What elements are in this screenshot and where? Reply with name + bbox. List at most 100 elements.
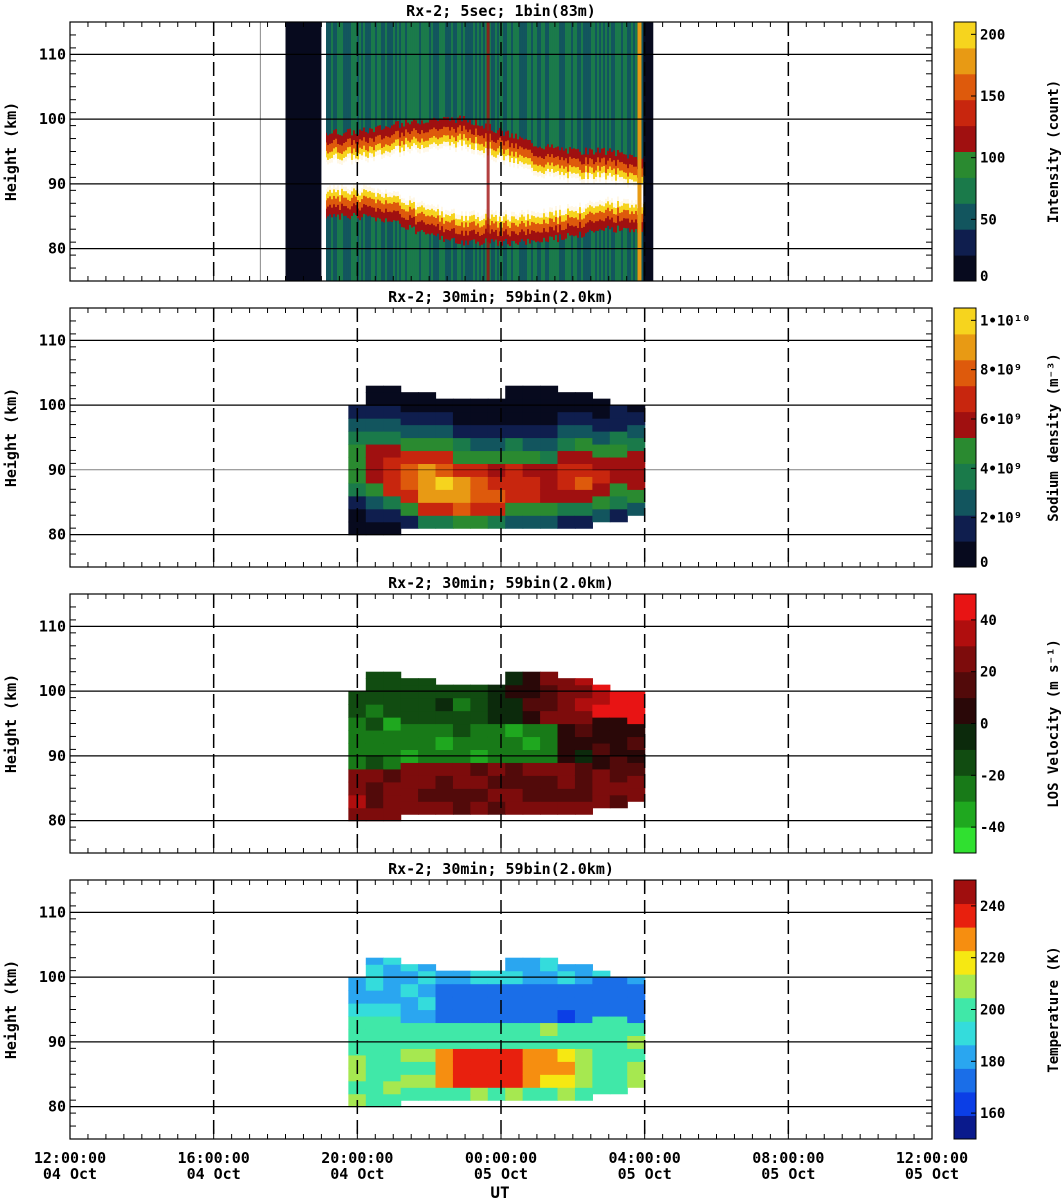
plot-area-1: [259, 22, 654, 281]
heat-cell: [592, 1067, 611, 1082]
heat-cell: [452, 723, 471, 738]
heat-cell: [574, 1074, 593, 1088]
heat-cell: [592, 443, 611, 458]
heat-cell: [400, 424, 419, 439]
heat-cell: [435, 710, 454, 725]
heat-cell: [592, 482, 611, 497]
heat-cell: [609, 977, 628, 991]
heat-cell: [540, 788, 559, 802]
heat-cell: [540, 489, 559, 503]
data-edge-line: [637, 22, 642, 281]
heat-cell: [470, 1022, 489, 1036]
heat-cell: [383, 807, 402, 822]
colorbar-segment: [954, 723, 976, 750]
heat-cell: [540, 450, 559, 464]
heat-cell: [418, 983, 437, 998]
heat-cell: [540, 723, 559, 738]
heat-cell: [540, 476, 559, 490]
heat-cell: [418, 723, 437, 738]
heat-cell: [365, 1067, 384, 1082]
heat-cell: [418, 411, 437, 426]
heat-cell: [470, 515, 489, 529]
colorbar-segment: [954, 880, 976, 905]
heat-cell: [574, 424, 593, 439]
heat-cell: [592, 405, 611, 419]
heat-cell: [383, 1028, 402, 1043]
heat-cell: [418, 502, 437, 516]
heat-cell: [557, 1087, 576, 1101]
heat-cell: [574, 788, 593, 802]
heat-cell: [365, 678, 384, 692]
colorbar-segment: [954, 229, 976, 256]
panel-4: 80 90 100 110 Rx-2; 30min; 59bin(2.0km) Heigh…: [2, 860, 1062, 1140]
heat-cell: [557, 983, 576, 998]
heat-cell: [470, 1048, 489, 1062]
colorbar-segment: [954, 73, 976, 101]
heat-cell: [627, 450, 646, 464]
colorbar-segment: [954, 775, 976, 802]
heat-cell: [505, 1009, 524, 1024]
colorbar-segment: [954, 333, 976, 361]
heat-cell: [522, 671, 541, 686]
heat-cell: [609, 418, 628, 432]
heat-cell: [418, 476, 437, 490]
heat-cell: [470, 775, 489, 789]
heat-cell: [418, 801, 437, 815]
heat-cell: [452, 489, 471, 503]
colorbar-segment: [954, 125, 976, 152]
heat-cell: [574, 775, 593, 789]
heat-cell: [627, 983, 646, 998]
heat-cell: [627, 489, 646, 503]
heat-cell: [383, 742, 402, 757]
heat-cell: [435, 515, 454, 529]
heat-cell: [418, 762, 437, 776]
heat-cell: [540, 775, 559, 789]
heat-cell: [592, 1080, 611, 1095]
heat-cell: [383, 482, 402, 497]
y-tick-label: 90: [48, 461, 66, 479]
heat-cell: [522, 385, 541, 400]
data-spike-line: [486, 22, 490, 281]
colorbar-segment: [954, 827, 976, 854]
heat-cell: [435, 489, 454, 503]
heat-cell: [365, 456, 384, 471]
colorbar-segment: [954, 47, 976, 75]
heat-cell: [452, 788, 471, 802]
heat-cell: [505, 437, 524, 452]
heat-cell: [574, 1022, 593, 1036]
heat-cell: [400, 788, 419, 802]
heat-cell: [557, 762, 576, 776]
heat-cell: [435, 788, 454, 802]
heat-cell: [592, 1028, 611, 1043]
colorbar-segment: [954, 619, 976, 647]
colorbar-segment: [954, 515, 976, 542]
heat-cell: [470, 710, 489, 725]
heat-cell: [365, 1003, 384, 1017]
heat-cell: [487, 476, 506, 490]
heat-cell: [383, 1054, 402, 1069]
x-tick-label-time: 20:00:00: [321, 1149, 393, 1167]
heat-cell: [609, 717, 628, 731]
colorbar-tick-label: 4•10⁹: [980, 461, 1022, 477]
x-axis-label: UT: [490, 1183, 509, 1200]
heat-cell: [487, 996, 506, 1011]
heat-cell: [609, 768, 628, 783]
heat-cell: [592, 469, 611, 484]
heat-cell: [505, 671, 524, 686]
heat-cell: [435, 1061, 454, 1075]
heat-cell: [348, 781, 367, 796]
y-tick-label: 80: [48, 812, 66, 830]
colorbar-segment: [954, 903, 976, 928]
heat-cell: [627, 1009, 646, 1024]
heat-cell: [522, 437, 541, 452]
heat-cell: [400, 1048, 419, 1062]
heat-cell: [365, 521, 384, 536]
heat-cell: [383, 469, 402, 484]
colorbar-label: Intensity (count): [1046, 80, 1062, 223]
heat-cell: [365, 1093, 384, 1108]
heat-cell: [627, 762, 646, 776]
heat-cell: [592, 742, 611, 757]
heat-cell: [470, 736, 489, 750]
heat-cell: [574, 983, 593, 998]
